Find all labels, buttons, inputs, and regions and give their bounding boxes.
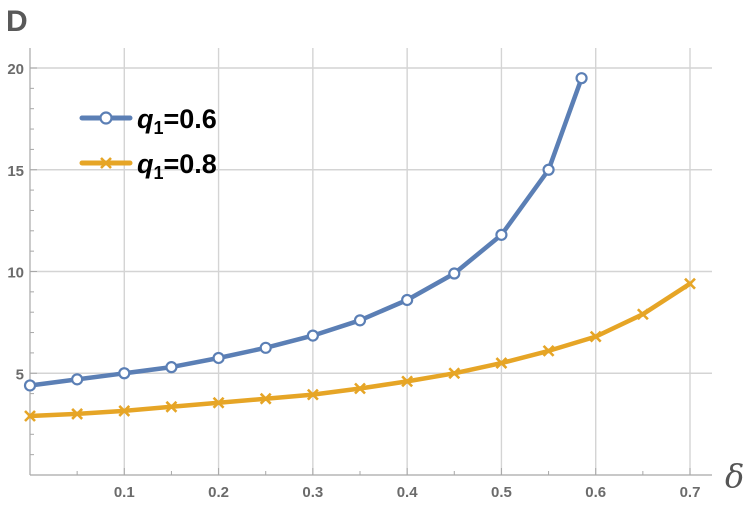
data-point-stroke xyxy=(24,410,36,422)
data-point xyxy=(684,277,696,290)
data-point-stroke xyxy=(495,357,508,369)
data-point-stroke xyxy=(354,382,366,395)
x-tick-label: 0.1 xyxy=(114,484,135,501)
data-point xyxy=(354,382,366,395)
data-point xyxy=(306,388,319,401)
series-lines xyxy=(23,72,696,422)
x-tick-label: 0.4 xyxy=(397,484,419,501)
x-axis-label: δ xyxy=(725,457,744,495)
data-point-stroke xyxy=(71,408,84,420)
data-point xyxy=(542,344,555,357)
axes xyxy=(29,48,712,476)
data-point-stroke xyxy=(212,396,225,409)
data-point-stroke xyxy=(259,392,272,405)
data-point xyxy=(542,163,555,176)
legend-label: q1=0.6 xyxy=(137,104,217,138)
legend-entry-2: q1=0.8 xyxy=(79,149,217,183)
data-point xyxy=(165,400,178,413)
y-tick-label: 15 xyxy=(7,163,24,180)
data-point xyxy=(448,267,461,280)
series-line-2 xyxy=(27,281,693,419)
x-tick-label: 0.2 xyxy=(208,484,229,501)
data-point-stroke xyxy=(636,308,649,321)
data-point-stroke xyxy=(684,277,696,290)
data-point-stroke xyxy=(165,400,178,413)
data-point xyxy=(259,392,272,405)
y-tick-label: 5 xyxy=(16,366,24,383)
data-point xyxy=(575,72,588,85)
data-point xyxy=(165,361,178,374)
y-tick-label: 10 xyxy=(7,265,24,282)
grid xyxy=(30,48,712,475)
data-point xyxy=(24,410,36,422)
data-point xyxy=(401,293,414,307)
data-point-stroke xyxy=(542,344,555,357)
data-point xyxy=(212,351,225,365)
data-point xyxy=(589,330,602,343)
data-point-stroke xyxy=(401,375,414,388)
panel-label: D xyxy=(6,5,28,38)
legend-marker xyxy=(99,111,113,125)
tick-labels: 0.1 0.2 0.3 0.4 0.5 0.6 0.7 5 10 15 20 xyxy=(7,61,700,501)
data-point xyxy=(636,308,649,321)
data-point-stroke xyxy=(118,404,131,417)
data-point xyxy=(71,373,84,386)
data-point-stroke xyxy=(589,330,602,343)
data-point xyxy=(401,375,414,388)
data-point xyxy=(23,379,37,392)
x-tick-label: 0.7 xyxy=(680,484,701,501)
data-point xyxy=(353,314,367,327)
x-tick-label: 0.5 xyxy=(491,484,512,501)
data-point xyxy=(495,228,508,241)
legend-entry-1: q1=0.6 xyxy=(79,104,217,138)
legend: q1=0.6 q1=0.8 xyxy=(79,104,217,183)
data-point xyxy=(306,329,319,342)
legend-marker xyxy=(100,157,112,169)
data-point xyxy=(118,367,131,380)
data-point xyxy=(448,367,461,380)
data-point xyxy=(118,404,131,417)
x-tick-label: 0.3 xyxy=(302,484,323,501)
legend-label: q1=0.8 xyxy=(137,149,217,183)
data-point-stroke xyxy=(448,367,461,380)
x-tick-label: 0.6 xyxy=(585,484,606,501)
data-point xyxy=(212,396,225,409)
data-point xyxy=(495,357,508,369)
data-point-stroke xyxy=(306,388,319,401)
data-point xyxy=(259,341,272,354)
y-tick-label: 20 xyxy=(7,61,24,78)
data-point xyxy=(71,408,84,420)
